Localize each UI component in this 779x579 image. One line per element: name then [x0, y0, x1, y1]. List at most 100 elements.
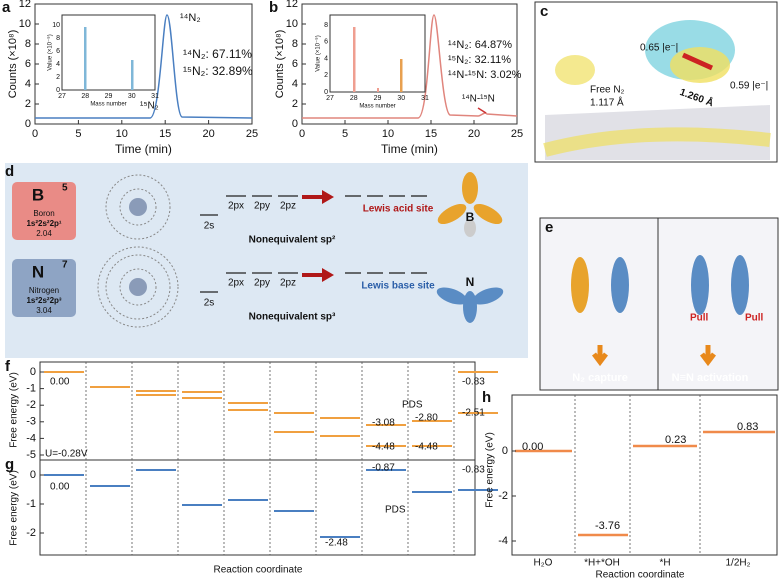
x-tick-label: 10: [116, 128, 128, 140]
inset-tick: 28: [81, 93, 89, 100]
y-tick-label: -2: [26, 399, 36, 411]
y-tick-label: 0: [30, 366, 36, 378]
orbital-label: 2px: [228, 201, 244, 212]
boron-card: [12, 182, 76, 240]
annotation: ¹⁵N₂: 32.89%: [183, 64, 253, 78]
y-tick-label: 10: [286, 18, 298, 30]
nitrogen-card: [12, 259, 76, 317]
icon-symbol: B: [466, 210, 475, 224]
category-label: 1/2H₂: [725, 558, 750, 569]
panel-label: f: [5, 358, 11, 375]
level-value: -3.08: [372, 418, 395, 429]
annotation: ¹⁴N-¹⁵N: [462, 94, 495, 105]
x-tick-label: 15: [425, 128, 437, 140]
x-tick-label: 25: [246, 128, 258, 140]
y-tick-label: 12: [19, 0, 31, 10]
annotation: Free N₂: [590, 85, 625, 96]
x-label: Time (min): [381, 142, 438, 156]
level-value: -2.51: [462, 408, 485, 419]
y-tick-label: 0: [30, 469, 36, 481]
inset-x-label: Mass number: [90, 102, 126, 108]
level-value: 0.00: [522, 441, 543, 453]
level-value: -4.48: [415, 442, 438, 453]
hybridization: Nonequivalent sp³: [249, 312, 336, 323]
atomic-number: 7: [62, 260, 68, 271]
inset-tick: 28: [350, 95, 358, 102]
annotation: Pull: [690, 313, 709, 324]
panel-label: a: [2, 0, 11, 16]
level-value: -2.80: [415, 413, 438, 424]
inset-a: [61, 14, 156, 91]
hybridization: Nonequivalent sp²: [249, 235, 336, 246]
panel-d-bg: [5, 163, 528, 358]
inset-tick: 8: [324, 22, 328, 29]
inset-tick: 29: [105, 93, 113, 100]
curve-b: [302, 14, 518, 119]
inset-bar: [131, 60, 134, 90]
y-tick-label: 2: [292, 98, 298, 110]
annotation: ¹⁵N₂: 32.11%: [448, 54, 511, 66]
x-tick-label: 20: [202, 128, 214, 140]
y-tick-label: 0: [25, 118, 31, 130]
level-value: -0.87: [372, 463, 395, 474]
y-tick-label: 0: [292, 118, 298, 130]
config: 1s²2s²2p³: [26, 296, 61, 305]
inset-b: [329, 14, 426, 93]
x-tick-label: 10: [382, 128, 394, 140]
element-name: Boron: [33, 209, 54, 218]
y-tick-label: 12: [286, 0, 298, 10]
inset-x-label: Mass number: [359, 104, 395, 110]
inset-tick: 30: [397, 95, 405, 102]
inset-tick: 6: [324, 39, 328, 46]
orbital-label: 2pz: [280, 201, 296, 212]
inset-tick: 2: [324, 72, 328, 79]
electronegativity: 3.04: [36, 306, 52, 315]
icon-symbol: N: [466, 275, 475, 289]
x-tick-label: 0: [299, 128, 305, 140]
category-label: *H: [659, 558, 670, 569]
panel-e-image: [539, 217, 779, 391]
frame-fg: [39, 361, 476, 556]
y-tick-label: 10: [19, 18, 31, 30]
x-label: Reaction coordinate: [214, 565, 303, 576]
atomic-number: 5: [62, 183, 68, 194]
inset-y-label: Value (×10⁻⁹): [315, 35, 322, 71]
annotation: PDS: [402, 400, 423, 411]
y-tick-label: 4: [292, 78, 298, 90]
inset-tick: 2: [56, 74, 60, 81]
level-value: -3.76: [595, 520, 620, 532]
category-label: H₂O: [534, 558, 553, 569]
inset-tick: 27: [58, 93, 66, 100]
inset-tick: 31: [151, 93, 159, 100]
inset-tick: 0: [324, 89, 328, 96]
level-value: -0.83: [462, 377, 485, 388]
annotation: 0.59 |e⁻|: [730, 81, 768, 92]
inset-bar: [377, 88, 379, 92]
x-tick-label: 20: [468, 128, 480, 140]
y-tick-label: -1: [26, 498, 36, 510]
annotation: 0.65 |e⁻|: [640, 43, 678, 54]
inset-bar: [400, 59, 403, 92]
y-tick-label: -4: [26, 432, 36, 444]
annotation: ¹⁴N-¹⁵N: 3.02%: [448, 69, 522, 81]
annotation: 1.117 Å: [590, 96, 624, 109]
nucleus: [129, 278, 147, 296]
panel-label: e: [545, 219, 553, 236]
level-value: 0.83: [737, 421, 758, 433]
energy-levels: [44, 371, 498, 538]
y-tick-label: -2: [26, 527, 36, 539]
annotation: ¹⁴N₂: [180, 12, 201, 24]
panel-label: d: [5, 163, 14, 180]
y-tick-label: 2: [25, 98, 31, 110]
orbital-label: 2py: [254, 278, 270, 289]
inset-tick: 31: [421, 95, 429, 102]
frame-h: [511, 394, 778, 556]
annotation: ¹⁴N₂: 67.11%: [183, 47, 252, 61]
y-tick-label: -2: [498, 490, 508, 502]
y-tick-label: 6: [25, 58, 31, 70]
site-label: Lewis acid site: [363, 204, 434, 215]
level-value: -2.48: [325, 538, 348, 549]
panel-label: h: [482, 389, 491, 406]
level-value: -4.48: [372, 442, 395, 453]
